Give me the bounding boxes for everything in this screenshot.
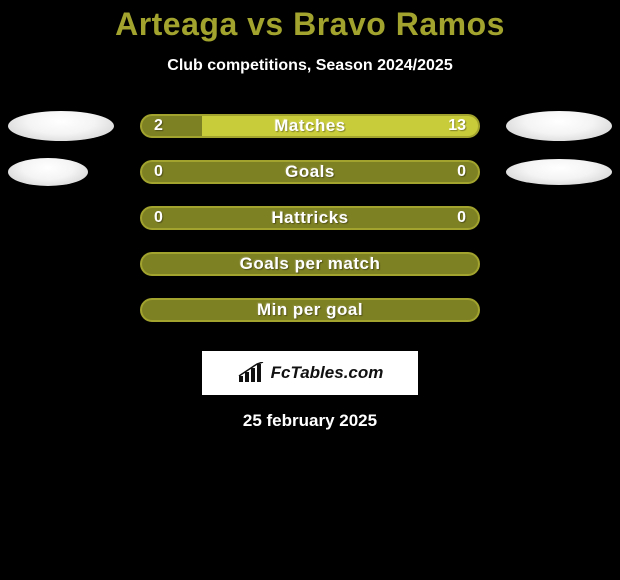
stat-value-right: 13 (448, 117, 466, 135)
subtitle: Club competitions, Season 2024/2025 (0, 57, 620, 75)
stat-row: Hattricks0 0 (0, 195, 620, 241)
stat-row: Goals0 0 (0, 149, 620, 195)
stat-value-left: 0 (154, 163, 163, 181)
player-avatar-left (8, 111, 114, 141)
stat-value-left: 0 (154, 209, 163, 227)
brand-text: FcTables.com (271, 363, 384, 383)
stat-label: Matches (142, 116, 478, 136)
stat-bar: Matches2 13 (140, 114, 480, 138)
stat-bar: Min per goal (140, 298, 480, 322)
page-title: Arteaga vs Bravo Ramos (0, 0, 620, 43)
stat-bar: Goals per match (140, 252, 480, 276)
player-avatar-left (8, 158, 88, 186)
player-avatar-right (506, 111, 612, 141)
date-text: 25 february 2025 (0, 411, 620, 431)
stat-value-left: 2 (154, 117, 163, 135)
stat-label: Hattricks (142, 208, 478, 228)
stat-row: Min per goal (0, 287, 620, 333)
stat-row: Goals per match (0, 241, 620, 287)
stat-row: Matches2 13 (0, 103, 620, 149)
stat-label: Min per goal (142, 300, 478, 320)
bars-icon (237, 362, 265, 384)
stat-value-right: 0 (457, 209, 466, 227)
comparison-chart: Matches213Goals00Hattricks00Goals per ma… (0, 103, 620, 333)
stat-bar: Hattricks0 0 (140, 206, 480, 230)
brand-badge: FcTables.com (202, 351, 418, 395)
stat-label: Goals (142, 162, 478, 182)
player-avatar-right (506, 159, 612, 185)
stat-label: Goals per match (142, 254, 478, 274)
stat-value-right: 0 (457, 163, 466, 181)
stat-bar: Goals0 0 (140, 160, 480, 184)
